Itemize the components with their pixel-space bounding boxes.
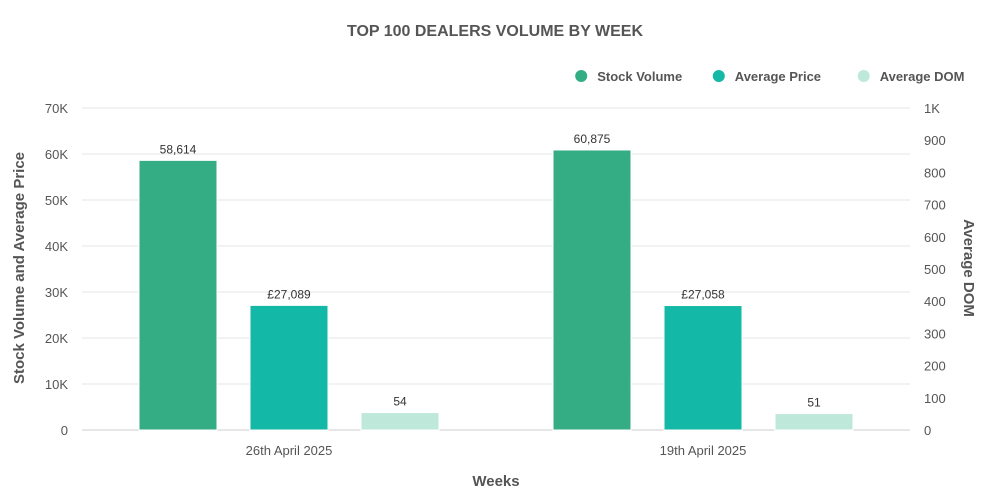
- y-tick-label-right: 300: [924, 326, 946, 341]
- bars: [138, 149, 854, 431]
- x-axis-title: Weeks: [472, 473, 519, 490]
- data-labels: 58,614 £27,089 54 60,875 £27,058 51: [160, 132, 821, 410]
- y-tick-label-right: 900: [924, 133, 946, 148]
- y-axis-title-right: Average DOM: [960, 219, 977, 317]
- bar-average-dom: [360, 412, 440, 431]
- grid: [82, 107, 910, 431]
- bar-stock-volume: [138, 159, 218, 431]
- bar-average-price: [249, 304, 329, 431]
- axis-ticks: 0 10K 20K 30K 40K 50K 60K 70K 0 100 200 300 400 500 60…: [45, 101, 946, 458]
- y-tick-label-right: 100: [924, 391, 946, 406]
- y-tick-label-left: 60K: [45, 147, 68, 162]
- x-tick-label: 19th April 2025: [660, 443, 747, 458]
- data-label-average-price: £27,089: [267, 287, 311, 301]
- y-tick-label-left: 70K: [45, 101, 68, 116]
- y-tick-label-right: 800: [924, 165, 946, 180]
- data-label-stock-volume: 60,875: [574, 132, 611, 146]
- legend-marker: [575, 70, 588, 82]
- y-tick-label-left: 0: [61, 423, 68, 438]
- x-tick-label: 26th April 2025: [246, 443, 333, 458]
- y-tick-label-right: 700: [924, 198, 946, 213]
- legend-label: Average Price: [735, 69, 821, 84]
- legend-label: Stock Volume: [597, 69, 682, 84]
- data-label-average-dom: 54: [393, 395, 407, 409]
- y-tick-label-right: 0: [924, 423, 931, 438]
- data-label-stock-volume: 58,614: [160, 142, 197, 156]
- y-tick-label-left: 50K: [45, 193, 68, 208]
- legend: Stock Volume Average Price Average DOM: [575, 69, 964, 84]
- y-tick-label-right: 400: [924, 294, 946, 309]
- y-tick-label-left: 30K: [45, 285, 68, 300]
- y-tick-label-left: 40K: [45, 239, 68, 254]
- y-tick-label-left: 20K: [45, 331, 68, 346]
- legend-item-average-dom[interactable]: Average DOM: [857, 69, 965, 84]
- legend-marker: [712, 70, 725, 82]
- legend-item-stock-volume[interactable]: Stock Volume: [575, 69, 682, 84]
- y-axis-title-left: Stock Volume and Average Price: [11, 152, 28, 384]
- bar-average-price: [663, 305, 743, 431]
- y-tick-label-right: 200: [924, 359, 946, 374]
- bar-stock-volume: [552, 149, 632, 431]
- legend-label: Average DOM: [880, 69, 965, 84]
- y-tick-label-right: 1K: [924, 101, 940, 116]
- bar-average-dom: [774, 413, 854, 431]
- y-tick-label-right: 600: [924, 230, 946, 245]
- legend-item-average-price[interactable]: Average Price: [712, 69, 821, 84]
- chart-title: TOP 100 DEALERS VOLUME BY WEEK: [347, 23, 644, 40]
- data-label-average-price: £27,058: [681, 288, 725, 302]
- y-tick-label-right: 500: [924, 262, 946, 277]
- legend-marker: [857, 70, 870, 82]
- y-tick-label-left: 10K: [45, 377, 68, 392]
- data-label-average-dom: 51: [807, 396, 821, 410]
